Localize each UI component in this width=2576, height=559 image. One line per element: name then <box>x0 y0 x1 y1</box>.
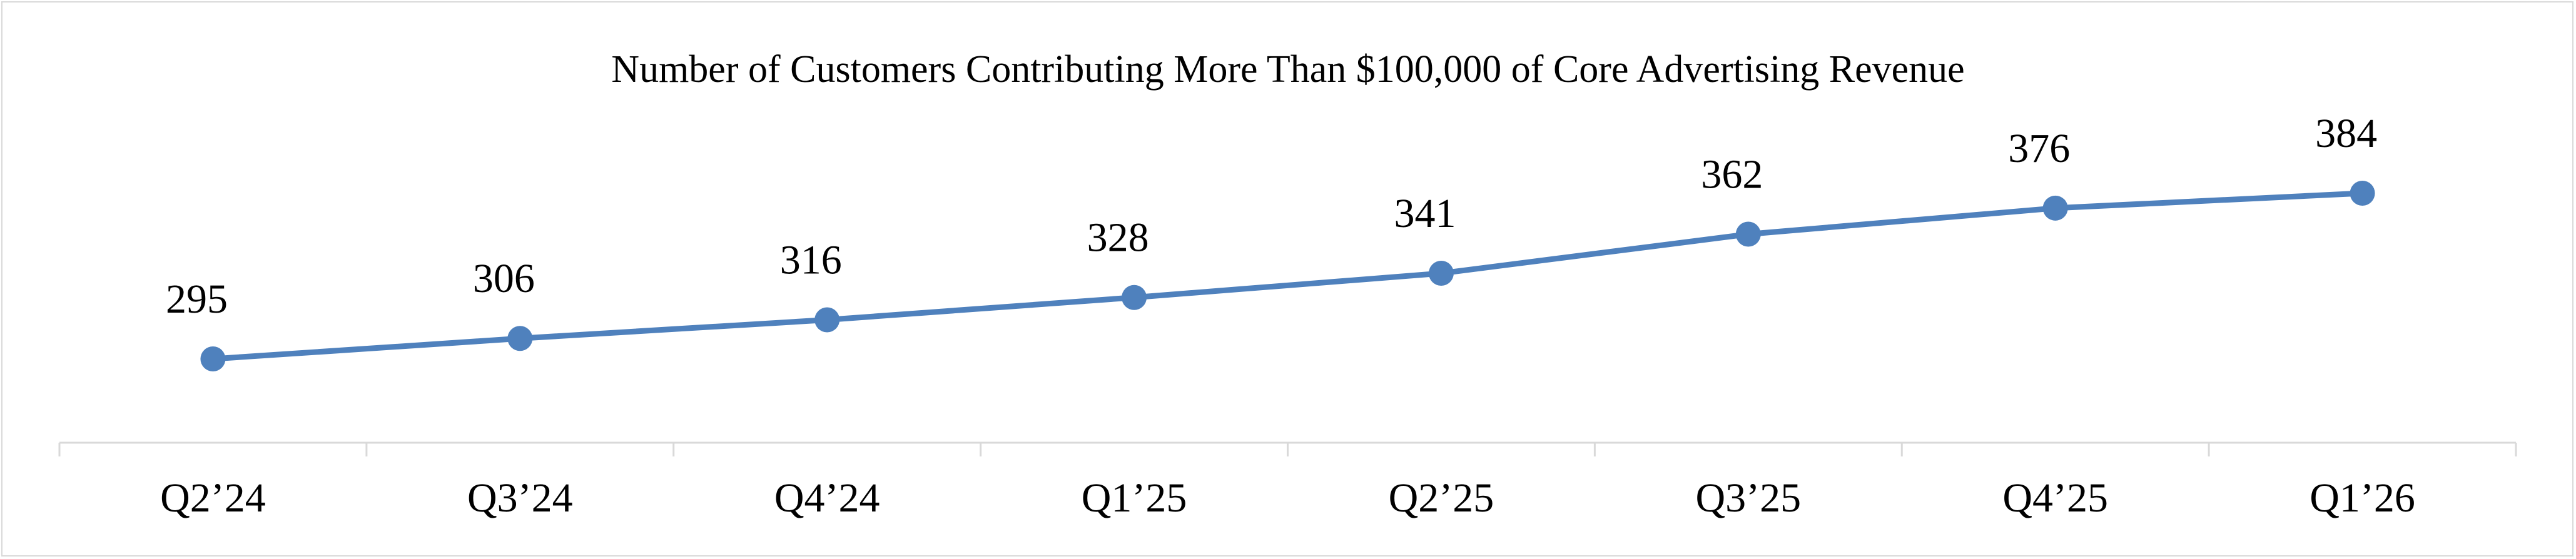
data-point <box>1122 285 1147 310</box>
data-label: 306 <box>473 256 535 301</box>
data-point <box>814 307 840 333</box>
x-tick-label: Q2’24 <box>160 475 266 521</box>
data-label: 376 <box>2008 126 2070 171</box>
x-tick-label: Q1’26 <box>2310 475 2415 521</box>
data-point <box>1735 221 1761 247</box>
data-point <box>1428 261 1454 286</box>
data-labels-layer: 295 306 316 328 341 362 376 384 <box>166 111 2377 322</box>
x-axis <box>58 441 2517 456</box>
tick-labels-layer: Q2’24 Q3’24 Q4’24 Q1’25 Q2’25 Q3’25 Q4’25 Q1’26 <box>160 475 2415 521</box>
data-label: 295 <box>166 276 228 322</box>
data-label: 328 <box>1087 215 1149 261</box>
data-label: 362 <box>1701 152 1763 198</box>
chart-title: Number of Customers Contributing More Th… <box>611 48 1965 91</box>
x-tick-label: Q4’25 <box>2002 475 2108 521</box>
data-points-layer <box>200 181 2375 371</box>
data-point <box>200 346 226 371</box>
x-tick-label: Q3’24 <box>467 475 573 521</box>
x-tick-label: Q1’25 <box>1082 475 1187 521</box>
data-label: 341 <box>1394 191 1456 236</box>
data-label: 384 <box>2315 111 2377 156</box>
data-point <box>2042 195 2068 221</box>
data-label: 316 <box>780 237 842 283</box>
x-tick-label: Q2’25 <box>1389 475 1494 521</box>
x-tick-label: Q4’24 <box>774 475 880 521</box>
series-line-layer <box>210 190 2366 362</box>
series-line <box>210 190 2366 362</box>
data-point <box>2350 181 2375 206</box>
x-tick-label: Q3’25 <box>1695 475 1801 521</box>
data-point <box>507 326 533 351</box>
